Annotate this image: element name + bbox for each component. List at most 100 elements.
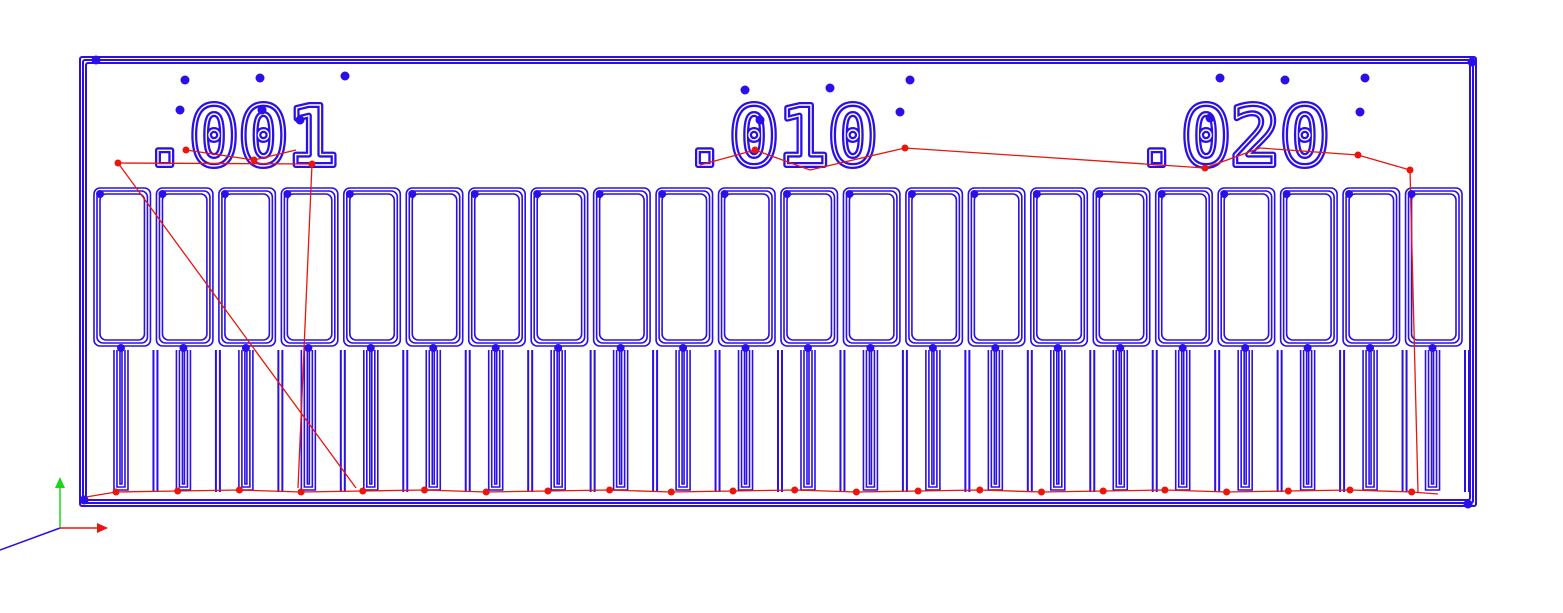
- travel-point-15: [976, 486, 984, 494]
- tooth-slot-pass-6-2: [428, 350, 439, 488]
- label-001: .001: [140, 90, 337, 185]
- tooth-upper-pass-19-3: [1223, 193, 1270, 341]
- travel-move-11: [1259, 147, 1359, 156]
- tooth-slot-pass-13-3: [868, 350, 873, 485]
- tooth-mid-arrow-10: [679, 344, 688, 352]
- tooth-slot-pass-11-1: [737, 350, 754, 491]
- tooth-mid-arrow-16: [1053, 344, 1062, 352]
- axis-z-line: [0, 527, 61, 551]
- border-pass-3: [85, 62, 1471, 501]
- tooth-top-arrow-8: [533, 190, 542, 198]
- tooth-slot-pass-1-2: [116, 350, 126, 488]
- tooth-mid-arrow-4: [304, 344, 313, 352]
- axis-x-arrow: [97, 523, 108, 533]
- tooth-upper-pass-4-3: [286, 193, 333, 341]
- travel-move-7: [754, 149, 811, 171]
- tooth-top-arrow-18: [1157, 190, 1166, 198]
- tooth-mid-arrow-9: [616, 344, 625, 352]
- tooth-top-arrow-17: [1095, 190, 1104, 198]
- tooth-mid-arrow-5: [366, 344, 375, 352]
- tooth-upper-pass-5-3: [349, 193, 396, 341]
- axis-triad: [0, 477, 108, 551]
- tooth-mid-arrow-11: [741, 344, 750, 352]
- travel-point-4: [297, 488, 305, 496]
- tooth-top-arrow-16: [1032, 190, 1041, 198]
- tooth-slot-pass-19-3: [1243, 350, 1247, 485]
- cut-direction-arrow-10: [295, 115, 305, 125]
- travel-point-7: [482, 488, 490, 496]
- tooth-upper-pass-19-2: [1220, 190, 1273, 344]
- tooth-slot-pass-16-2: [1053, 350, 1063, 488]
- tooth-mid-arrow-8: [554, 344, 563, 352]
- label-travel-point-9: [1406, 166, 1414, 174]
- tooth-upper-pass-2-2: [158, 190, 211, 344]
- tooth-top-arrow-21: [1345, 190, 1354, 198]
- cut-direction-arrow-20: [1355, 107, 1365, 117]
- tooth-upper-pass-22-3: [1410, 193, 1457, 341]
- travel-move-3: [297, 163, 313, 489]
- tooth-upper-pass-20-2: [1282, 190, 1335, 344]
- cut-direction-arrow-11: [740, 85, 750, 95]
- label-travel-point-8: [1354, 151, 1362, 159]
- tooth-slot-pass-7-3: [493, 350, 498, 485]
- axis-y-arrow: [55, 477, 65, 488]
- label-travel-point-5: [751, 146, 759, 154]
- tooth-top-arrow-11: [720, 190, 729, 198]
- tooth-slot-pass-14-3: [931, 350, 935, 485]
- travel-point-6: [421, 486, 428, 494]
- travel-point-3: [235, 486, 243, 494]
- tooth-slot-pass-17-3: [1118, 350, 1123, 485]
- travel-point-18: [1161, 486, 1169, 494]
- tooth-slot-pass-11-3: [743, 350, 748, 485]
- tooth-upper-pass-17-2: [1095, 190, 1148, 344]
- tooth-mid-arrow-7: [491, 344, 500, 352]
- tooth-slot-pass-19-1: [1237, 350, 1253, 491]
- travel-point-1: [112, 488, 120, 496]
- tooth-slot-pass-14-2: [928, 350, 938, 488]
- cut-direction-arrow-13: [905, 75, 915, 85]
- tooth-upper-pass-20-3: [1285, 193, 1332, 341]
- tooth-upper-pass-15-3: [973, 193, 1020, 341]
- travel-point-22: [1408, 488, 1416, 496]
- tooth-mid-arrow-17: [1116, 344, 1125, 352]
- tooth-upper-pass-12-3: [786, 193, 833, 341]
- tooth-upper-pass-21-3: [1348, 193, 1395, 341]
- travel-point-17: [1099, 487, 1107, 495]
- tooth-top-arrow-7: [470, 190, 479, 198]
- border-pass-2: [82, 59, 1474, 504]
- tooth-upper-pass-16-3: [1036, 193, 1083, 341]
- tooth-slot-pass-16-1: [1050, 350, 1066, 491]
- tooth-upper-pass-8-3: [536, 193, 583, 341]
- tooth-slot-pass-22-1: [1424, 350, 1441, 491]
- tooth-upper-pass-1-2: [96, 190, 149, 344]
- rapid-travel-moves: [85, 147, 1439, 498]
- tooth-upper-pass-5-2: [346, 190, 399, 344]
- tooth-top-arrow-1: [96, 190, 104, 198]
- tooth-mid-arrow-2: [179, 344, 188, 352]
- travel-bottom-chain: [85, 489, 1439, 498]
- comb-teeth-toolpath: [93, 187, 1470, 492]
- tooth-slot-pass-21-1: [1362, 350, 1378, 491]
- tooth-upper-pass-9-2: [595, 190, 648, 344]
- tooth-top-arrow-10: [658, 190, 667, 198]
- tooth-upper-pass-1-3: [99, 193, 146, 341]
- tooth-slot-pass-18-2: [1177, 350, 1188, 488]
- tooth-upper-pass-14-3: [911, 193, 958, 341]
- cut-direction-arrow-2: [1467, 57, 1477, 67]
- tooth-slot-pass-10-2: [678, 350, 688, 488]
- tooth-top-arrow-6: [408, 190, 417, 198]
- tooth-upper-pass-10-2: [658, 190, 711, 344]
- tooth-slot-pass-8-3: [556, 350, 560, 485]
- tooth-top-arrow-9: [595, 190, 604, 198]
- tooth-slot-pass-8-2: [553, 350, 563, 488]
- tooth-slot-pass-18-3: [1180, 350, 1185, 485]
- tooth-slot-pass-21-3: [1368, 350, 1372, 485]
- cut-direction-arrow-8: [175, 105, 185, 115]
- tooth-upper-pass-7-3: [473, 193, 520, 341]
- tooth-slot-pass-17-2: [1115, 350, 1126, 488]
- tooth-slot-pass-8-1: [550, 350, 566, 491]
- travel-point-9: [606, 486, 614, 494]
- cut-direction-arrow-18: [1360, 73, 1370, 83]
- tooth-top-arrow-19: [1220, 190, 1229, 198]
